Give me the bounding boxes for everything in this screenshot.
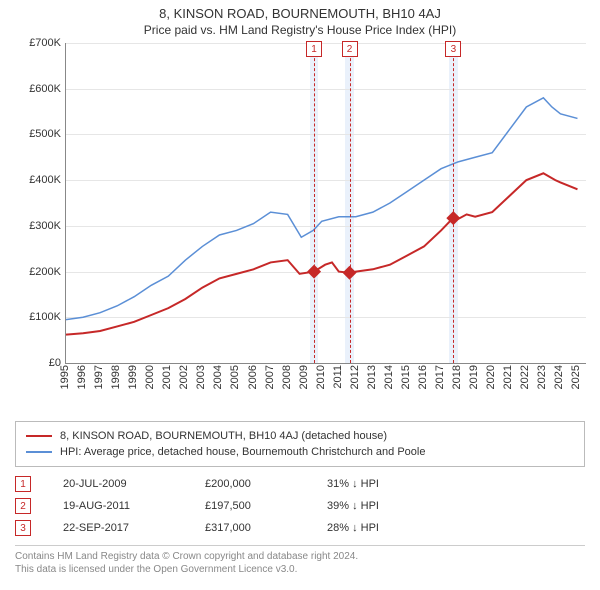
callout-number-box: 3	[15, 520, 31, 536]
x-tick-label: 1998	[110, 365, 122, 389]
x-tick-label: 2000	[144, 365, 156, 389]
x-tick-label: 2006	[247, 365, 259, 389]
y-tick-label: £100K	[29, 311, 61, 323]
callout-table: 1 20-JUL-2009 £200,000 31% ↓ HPI 2 19-AUG-201…	[15, 473, 585, 539]
legend-swatch	[26, 451, 52, 453]
callout-date: 20-JUL-2009	[63, 478, 183, 490]
legend-item: HPI: Average price, detached house, Bour…	[26, 444, 574, 460]
callout-row: 2 19-AUG-2011 £197,500 39% ↓ HPI	[15, 495, 585, 517]
callout-date: 19-AUG-2011	[63, 500, 183, 512]
x-tick-label: 2002	[178, 365, 190, 389]
footer-line-1: Contains HM Land Registry data © Crown c…	[15, 550, 585, 563]
y-tick-label: £600K	[29, 83, 61, 95]
x-tick-label: 1997	[93, 365, 105, 389]
legend-swatch	[26, 435, 52, 437]
legend: 8, KINSON ROAD, BOURNEMOUTH, BH10 4AJ (d…	[15, 421, 585, 467]
callout-number-box: 2	[15, 498, 31, 514]
x-tick-label: 2016	[417, 365, 429, 389]
x-tick-label: 2009	[298, 365, 310, 389]
x-tick-label: 2021	[502, 365, 514, 389]
marker-line	[453, 43, 454, 363]
callout-row: 1 20-JUL-2009 £200,000 31% ↓ HPI	[15, 473, 585, 495]
marker-number-box: 1	[306, 41, 322, 57]
x-tick-label: 2004	[212, 365, 224, 389]
chart-title: 8, KINSON ROAD, BOURNEMOUTH, BH10 4AJ	[0, 6, 600, 21]
callout-row: 3 22-SEP-2017 £317,000 28% ↓ HPI	[15, 517, 585, 539]
x-tick-label: 1995	[59, 365, 71, 389]
series-line-hpi	[66, 98, 577, 320]
chart-subtitle: Price paid vs. HM Land Registry's House …	[0, 23, 600, 37]
marker-number-box: 2	[342, 41, 358, 57]
x-tick-label: 2003	[195, 365, 207, 389]
x-tick-label: 2011	[332, 365, 344, 389]
callout-date: 22-SEP-2017	[63, 522, 183, 534]
y-tick-label: £700K	[29, 37, 61, 49]
callout-price: £200,000	[205, 478, 305, 490]
x-tick-label: 1999	[127, 365, 139, 389]
x-tick-label: 2013	[366, 365, 378, 389]
y-tick-label: £300K	[29, 220, 61, 232]
callout-price: £317,000	[205, 522, 305, 534]
data-attribution: Contains HM Land Registry data © Crown c…	[15, 545, 585, 576]
x-tick-label: 2018	[451, 365, 463, 389]
y-tick-label: £200K	[29, 266, 61, 278]
x-tick-label: 2019	[468, 365, 480, 389]
x-tick-label: 2005	[229, 365, 241, 389]
legend-label: HPI: Average price, detached house, Bour…	[60, 446, 425, 458]
x-tick-label: 2014	[383, 365, 395, 389]
x-tick-label: 2012	[349, 365, 361, 389]
series-line-price_paid	[66, 173, 577, 334]
callout-price: £197,500	[205, 500, 305, 512]
x-tick-label: 2025	[570, 365, 582, 389]
x-tick-label: 2007	[264, 365, 276, 389]
footer-line-2: This data is licensed under the Open Gov…	[15, 563, 585, 576]
x-tick-label: 2024	[553, 365, 565, 389]
x-axis: 1995199619971998199920002001200220032004…	[65, 365, 585, 405]
callout-delta: 31% ↓ HPI	[327, 478, 427, 490]
plot-area: 1 2 3	[65, 43, 586, 364]
marker-line	[350, 43, 351, 363]
callout-delta: 28% ↓ HPI	[327, 522, 427, 534]
x-tick-label: 2015	[400, 365, 412, 389]
x-tick-label: 2001	[161, 365, 173, 389]
legend-item: 8, KINSON ROAD, BOURNEMOUTH, BH10 4AJ (d…	[26, 428, 574, 444]
x-tick-label: 2022	[519, 365, 531, 389]
x-tick-label: 1996	[76, 365, 88, 389]
y-tick-label: £500K	[29, 128, 61, 140]
marker-line	[314, 43, 315, 363]
line-chart-svg	[66, 43, 586, 363]
x-tick-label: 2020	[485, 365, 497, 389]
legend-label: 8, KINSON ROAD, BOURNEMOUTH, BH10 4AJ (d…	[60, 430, 387, 442]
callout-number-box: 1	[15, 476, 31, 492]
x-tick-label: 2010	[315, 365, 327, 389]
chart-container: £0£100K£200K£300K£400K£500K£600K£700K 12…	[15, 43, 585, 383]
x-tick-label: 2023	[536, 365, 548, 389]
x-tick-label: 2017	[434, 365, 446, 389]
marker-number-box: 3	[445, 41, 461, 57]
callout-delta: 39% ↓ HPI	[327, 500, 427, 512]
x-tick-label: 2008	[281, 365, 293, 389]
y-tick-label: £400K	[29, 174, 61, 186]
y-axis: £0£100K£200K£300K£400K£500K£600K£700K	[15, 43, 61, 363]
